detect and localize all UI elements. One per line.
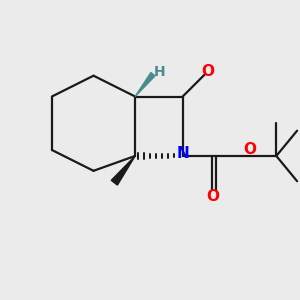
Polygon shape	[135, 73, 155, 97]
Text: H: H	[154, 65, 165, 79]
Text: N: N	[176, 146, 189, 161]
Text: O: O	[244, 142, 257, 157]
Text: O: O	[206, 189, 219, 204]
Text: O: O	[201, 64, 214, 79]
Polygon shape	[111, 156, 135, 185]
